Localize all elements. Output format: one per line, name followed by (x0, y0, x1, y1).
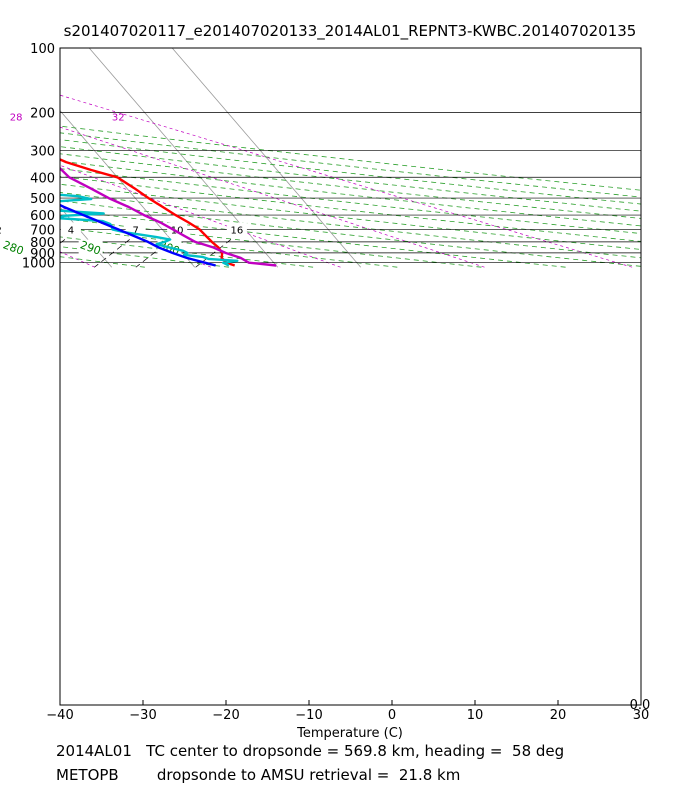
y-tick-label: 800 (30, 236, 55, 251)
dry-adiabat (60, 246, 229, 268)
series-temperature (60, 158, 236, 267)
mixing-ratio-low-label: 16 (231, 225, 244, 236)
dry-adiabat (60, 200, 641, 267)
dry-adiabat (60, 125, 641, 191)
corner-label: 0.0 (630, 698, 651, 713)
axis-ticks: −40 −30 −20 −10 0 10 20 30 100 200 300 400 500 600700… (22, 42, 649, 723)
dry-adiabat (60, 146, 641, 212)
isotherm (60, 206, 113, 268)
x-tick-label: −30 (129, 708, 156, 723)
mixing-ratio-low-label: 2 (0, 225, 2, 236)
chart-title: s201407020117_e201407020133_2014AL01_REP… (63, 22, 637, 40)
moist-adiabat (60, 94, 633, 268)
dry-adiabat (60, 209, 566, 268)
label-bg (167, 222, 188, 236)
moist-adiabat (60, 164, 341, 268)
dry-adiabat (60, 183, 641, 250)
y-tick-label: 600 (30, 209, 55, 224)
dry-adiabat (60, 217, 482, 268)
mixing-ratio-line (94, 239, 130, 268)
series-parcel (60, 203, 216, 267)
mixing-ratio-line (135, 239, 172, 268)
dry-adiabat (60, 139, 641, 205)
dry-adiabat (60, 168, 641, 234)
inner-labels: 81216202428320.10.4124710162502602702802… (0, 113, 247, 258)
y-tick-label: 300 (30, 144, 55, 159)
sounding-series (60, 158, 277, 267)
dry-adiabat (60, 160, 641, 227)
y-tick-label: 400 (30, 171, 55, 186)
moist-adiabat (60, 126, 485, 268)
mixing-ratio-label: 28 (10, 113, 23, 124)
x-tick-label: −10 (295, 708, 322, 723)
label-bg (78, 239, 103, 254)
dry-adiabat (60, 132, 641, 198)
mixing-ratio-line (195, 239, 232, 268)
label-bg (60, 222, 81, 236)
isobar-lines (60, 47, 641, 264)
x-tick-label: 10 (467, 708, 484, 723)
x-tick-label: −40 (46, 708, 73, 723)
label-bg (0, 222, 9, 236)
isotherm (171, 48, 362, 268)
mixing-ratio-low-label: 4 (68, 225, 74, 236)
x-tick-label: 0 (388, 708, 396, 723)
isotherm (60, 109, 196, 268)
y-tick-label: 700 (30, 223, 55, 238)
mixing-ratio-label: 32 (112, 113, 125, 124)
dry-adiabat (60, 192, 641, 259)
y-tick-label: 500 (30, 192, 55, 207)
plot-frame (59, 47, 642, 706)
dry-adiabat (60, 153, 641, 219)
x-axis-label: Temperature (C) (296, 726, 403, 741)
mixing-ratio-low-label: 7 (132, 225, 138, 236)
label-bg (1, 239, 26, 254)
label-bg (226, 222, 247, 236)
y-tick-label: 1000 (22, 257, 55, 272)
y-tick-label: 100 (30, 42, 55, 57)
y-tick-label: 900 (30, 247, 55, 262)
x-tick-label: −20 (212, 708, 239, 723)
footer-distance-line: 2014AL01 TC center to dropsonde = 569.8 … (56, 742, 565, 760)
y-tick-label: 200 (30, 107, 55, 122)
footer-retrieval-line: METOPB dropsonde to AMSU retrieval = 21.… (56, 766, 461, 784)
dry-adiabat (60, 175, 641, 242)
x-tick-label: 20 (550, 708, 567, 723)
background-lines (60, 48, 641, 268)
x-tick-label: 30 (633, 708, 650, 723)
series-virtual-temperature (60, 166, 277, 267)
series-dewpoint (60, 193, 239, 267)
